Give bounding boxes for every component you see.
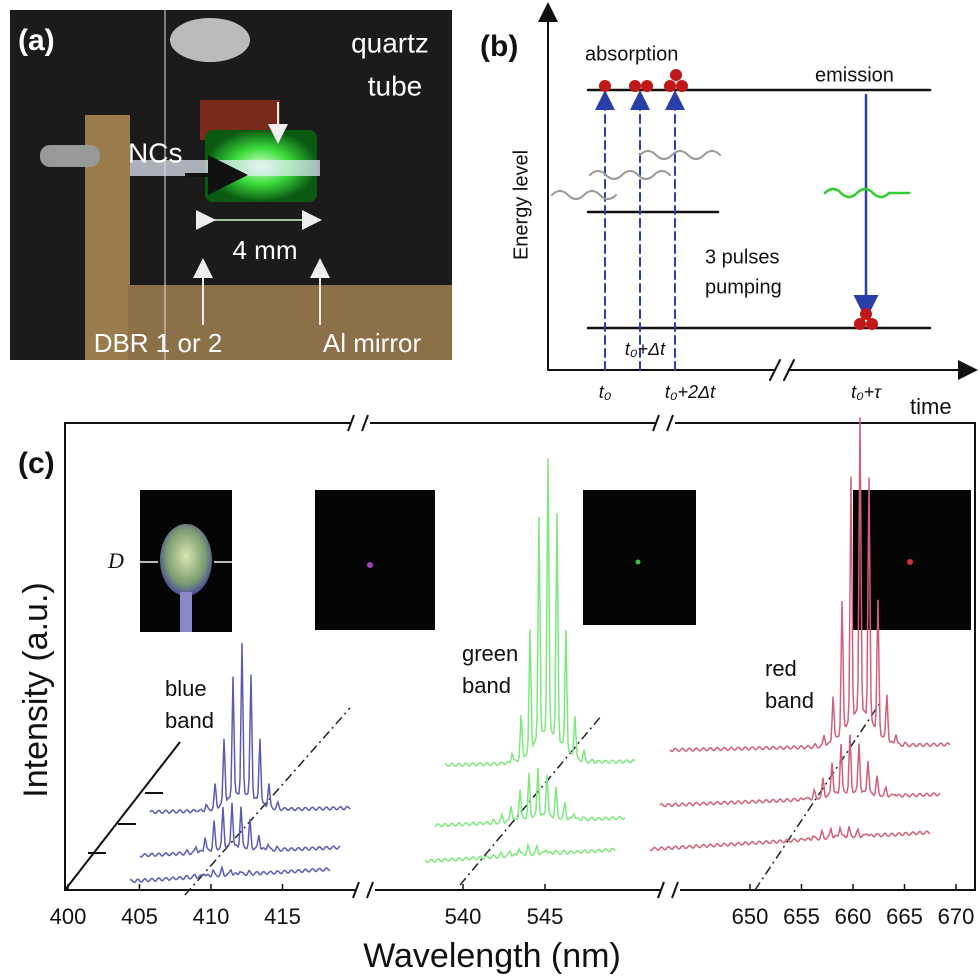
inset-detail bbox=[367, 562, 373, 568]
inset-photo bbox=[583, 490, 696, 625]
inset-detail bbox=[907, 559, 913, 565]
axis-break bbox=[783, 359, 795, 381]
x-tick-label: 660 bbox=[835, 904, 872, 929]
axis-break bbox=[660, 882, 680, 898]
label: D bbox=[107, 548, 124, 573]
axis-breaks bbox=[347, 414, 680, 899]
x-tick-label: 540 bbox=[445, 904, 482, 929]
axis-title: time bbox=[910, 394, 952, 419]
guide-line bbox=[184, 707, 351, 896]
electron bbox=[854, 318, 866, 330]
photon bbox=[639, 150, 721, 160]
electron bbox=[860, 308, 872, 320]
label: Al mirror bbox=[323, 328, 422, 358]
time-label: t₀+τ bbox=[851, 382, 882, 402]
time-label: t₀+2Δt bbox=[665, 382, 716, 402]
band-label: band bbox=[765, 688, 814, 713]
panel-label: (b) bbox=[480, 30, 518, 63]
label: 4 mm bbox=[233, 235, 298, 265]
spectrum bbox=[444, 458, 636, 768]
electron bbox=[641, 80, 653, 92]
band-label: green bbox=[462, 641, 518, 666]
spectrum bbox=[149, 643, 351, 815]
panel-a: (a) quartz tube NCs 4 mm DBR 1 or 2 Al m… bbox=[10, 10, 452, 360]
electron bbox=[670, 69, 682, 81]
axis-break bbox=[347, 414, 679, 899]
spectrum bbox=[659, 734, 941, 808]
label: tube bbox=[368, 70, 423, 101]
x-tick-label: 670 bbox=[938, 904, 975, 929]
photo-detail bbox=[128, 285, 452, 360]
axis-break bbox=[655, 415, 675, 431]
electrons bbox=[599, 69, 878, 330]
panel-label: (a) bbox=[18, 24, 55, 57]
x-tick-label: 405 bbox=[121, 904, 158, 929]
time-label: t₀+Δt bbox=[625, 339, 666, 359]
axis-title: Wavelength (nm) bbox=[363, 937, 621, 975]
inset-detail bbox=[180, 592, 192, 632]
band-label: band bbox=[165, 708, 214, 733]
electron bbox=[676, 80, 688, 92]
axis-break bbox=[355, 882, 375, 898]
label: emission bbox=[815, 64, 894, 86]
spectrum bbox=[424, 842, 616, 864]
inset-detail bbox=[635, 559, 641, 565]
electron bbox=[664, 80, 676, 92]
label: pumping bbox=[705, 276, 782, 298]
band-label: blue bbox=[165, 676, 207, 701]
x-tick-label: 400 bbox=[50, 904, 87, 929]
electron bbox=[629, 80, 641, 92]
spectrum bbox=[649, 825, 931, 852]
label: DBR 1 or 2 bbox=[94, 328, 223, 358]
label: quartz bbox=[351, 27, 429, 58]
label: absorption bbox=[585, 43, 678, 65]
photo-detail bbox=[170, 18, 250, 62]
x-tick-label: 415 bbox=[264, 904, 301, 929]
photo-detail bbox=[40, 145, 100, 167]
guides bbox=[184, 702, 881, 896]
electron bbox=[599, 80, 611, 92]
axis-break bbox=[776, 360, 788, 380]
x-tick-label: 410 bbox=[193, 904, 230, 929]
x-tick-label: 655 bbox=[783, 904, 820, 929]
photon bbox=[551, 190, 617, 200]
photons bbox=[551, 150, 721, 200]
axis-title: Energy level bbox=[510, 150, 532, 260]
spectrum bbox=[434, 768, 626, 828]
panel-label: (c) bbox=[18, 447, 55, 480]
electron bbox=[866, 318, 878, 330]
guide-line bbox=[459, 714, 603, 886]
band-label: red bbox=[765, 656, 797, 681]
x-tick-label: 545 bbox=[527, 904, 564, 929]
panel-c: (c) D Intensity (a.u.) Wavelength (nm) 4… bbox=[17, 414, 976, 975]
spectrum bbox=[129, 864, 331, 884]
axis-break bbox=[769, 359, 781, 381]
x-tick-label: 650 bbox=[732, 904, 769, 929]
spectrum bbox=[139, 802, 341, 858]
time-label: t₀ bbox=[599, 382, 612, 402]
photon bbox=[589, 170, 671, 180]
inset-detail bbox=[160, 524, 212, 596]
panel-b: (b) absorption emission Energy level 3 p… bbox=[480, 2, 978, 419]
spectrum bbox=[669, 417, 951, 753]
axis-title: Intensity (a.u.) bbox=[17, 582, 55, 797]
label: 3 pulses bbox=[705, 246, 780, 268]
guide-line bbox=[754, 702, 881, 891]
axis-break bbox=[350, 415, 370, 431]
inset-photo bbox=[315, 490, 435, 630]
label: NCs bbox=[128, 137, 182, 168]
x-tick-label: 665 bbox=[886, 904, 923, 929]
depth-axis bbox=[64, 741, 181, 891]
photon bbox=[823, 187, 911, 199]
band-label: band bbox=[462, 673, 511, 698]
pump-arrows bbox=[595, 90, 685, 371]
